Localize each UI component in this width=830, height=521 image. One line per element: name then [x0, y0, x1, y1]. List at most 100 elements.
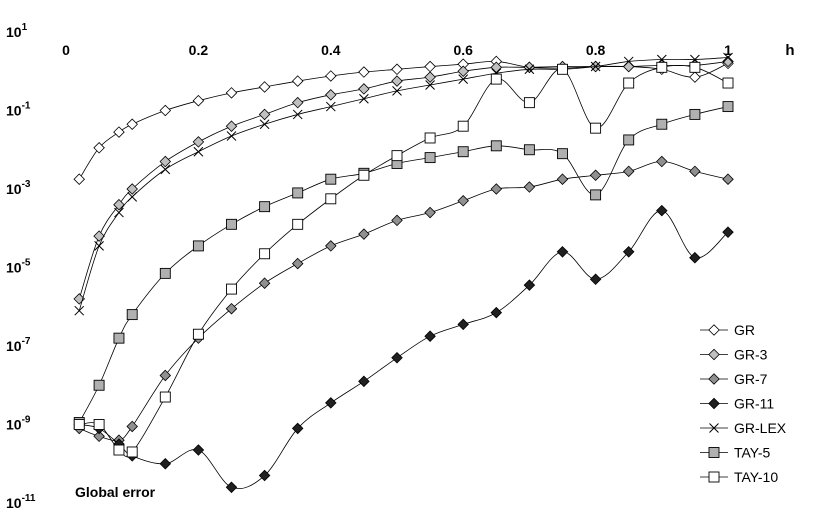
series-gr: [73, 55, 734, 185]
data-point-gr-7: [622, 165, 635, 178]
data-point-tay-10: [226, 283, 237, 295]
data-point-tay-10: [457, 120, 469, 132]
legend-label: TAY-5: [734, 445, 771, 461]
data-point-gr: [291, 75, 304, 87]
data-point-gr-3: [291, 96, 304, 109]
data-point-gr-11: [490, 306, 503, 319]
data-point-gr-3: [258, 108, 271, 121]
data-point-gr-lex: [359, 93, 369, 104]
series-line-gr-11: [79, 210, 729, 490]
data-point-tay-10: [722, 77, 734, 89]
legend-marker: [708, 471, 720, 483]
y-tick-base: 10: [6, 338, 22, 354]
y-tick-base: 10: [6, 103, 22, 119]
series-line-gr-lex: [78, 57, 729, 311]
data-point-gr-7: [722, 173, 734, 185]
y-tick-base: 10: [6, 417, 22, 433]
data-point-tay-10: [192, 328, 204, 340]
data-point-gr: [93, 142, 105, 154]
series-gr-lex: [74, 52, 733, 316]
legend-marker: [708, 447, 720, 458]
data-point-tay-5: [259, 201, 271, 213]
data-point-gr-3: [325, 89, 337, 101]
data-point-gr-lex: [723, 52, 733, 63]
data-point-gr-7: [457, 195, 469, 207]
data-point-gr-lex: [226, 131, 237, 141]
data-point-gr-3: [523, 61, 536, 74]
legend-item-tay-10: TAY-10: [700, 469, 778, 485]
y-tick-label: 10-5: [6, 258, 31, 276]
data-point-gr-3: [225, 120, 238, 132]
data-point-tay-5: [113, 332, 125, 344]
data-point-gr-7: [556, 173, 569, 185]
data-point-tay-5: [93, 379, 105, 391]
data-point-gr-lex: [74, 305, 85, 316]
data-point-gr-11: [457, 318, 469, 331]
series-tay-10: [73, 61, 734, 458]
data-point-gr-3: [457, 65, 469, 78]
data-point-gr-3: [722, 55, 734, 68]
data-point-gr-7: [523, 181, 536, 193]
data-point-gr-11: [523, 279, 536, 291]
legend-label: GR-11: [734, 396, 774, 412]
data-point-gr-lex: [160, 164, 171, 175]
data-point-gr-3: [424, 71, 436, 83]
data-point-gr: [192, 94, 205, 107]
x-tick-label: 0.2: [189, 42, 209, 58]
data-point-tay-5: [590, 189, 602, 201]
legend-item-tay-5: TAY-5: [700, 445, 771, 461]
data-point-gr-lex: [392, 86, 402, 96]
data-point-tay-10: [557, 63, 568, 75]
legend-item-gr: GR: [700, 322, 755, 338]
data-point-tay-5: [424, 152, 436, 164]
y-tick-exponent: -11: [22, 493, 36, 504]
data-point-gr-7: [159, 369, 172, 382]
y-tick-exponent: -9: [22, 415, 31, 426]
data-point-tay-5: [126, 309, 138, 321]
series-layer: [73, 52, 734, 494]
data-point-tay-5: [159, 267, 171, 279]
y-tick-label: 10-11: [6, 493, 36, 511]
data-point-tay-10: [623, 77, 635, 89]
data-point-gr-7: [490, 183, 503, 195]
data-point-tay-5: [192, 240, 204, 252]
legend-marker: [708, 324, 720, 336]
series-line-tay-10: [79, 64, 729, 457]
data-point-gr-3: [391, 75, 403, 87]
x-tick-label: 0: [62, 42, 70, 58]
data-point-tay-5: [656, 118, 668, 130]
data-point-gr-7: [424, 206, 436, 219]
legend-item-gr-lex: GR-LEX: [700, 420, 787, 436]
legend-marker: [708, 397, 720, 410]
data-point-gr-11: [358, 375, 370, 388]
data-point-gr-3: [113, 198, 125, 211]
data-point-tay-10: [590, 122, 602, 134]
data-point-tay-10: [391, 150, 403, 162]
data-point-tay-10: [292, 218, 304, 230]
data-point-tay-10: [113, 444, 125, 456]
data-point-tay-5: [523, 144, 535, 156]
legend-marker: [708, 348, 720, 361]
data-point-gr-7: [126, 420, 138, 433]
legend: GR GR-3 GR-7 GR-11 GR-LEX TAY-5 TAY-10: [700, 322, 787, 485]
data-point-tay-5: [457, 146, 469, 158]
x-axis-label: h: [785, 42, 794, 59]
y-tick-label: 10-9: [6, 415, 31, 433]
data-point-tay-10: [93, 419, 105, 430]
data-point-gr-3: [622, 60, 635, 73]
series-gr-3: [73, 55, 734, 305]
data-point-gr-11: [424, 330, 436, 342]
data-point-gr-lex: [623, 56, 634, 67]
data-point-gr-lex: [325, 101, 336, 112]
legend-item-gr-7: GR-7: [700, 371, 768, 387]
y-tick-label: 10-7: [6, 336, 31, 354]
data-point-tay-10: [656, 61, 668, 73]
data-point-gr-11: [225, 481, 238, 494]
data-point-gr-3: [159, 155, 172, 168]
legend-item-gr-3: GR-3: [700, 347, 768, 363]
y-tick-exponent: -5: [22, 258, 31, 269]
data-point-tay-10: [159, 391, 171, 403]
y-tick-base: 10: [6, 181, 22, 197]
x-tick-label: 0.8: [586, 42, 606, 58]
data-point-gr-7: [589, 169, 602, 182]
